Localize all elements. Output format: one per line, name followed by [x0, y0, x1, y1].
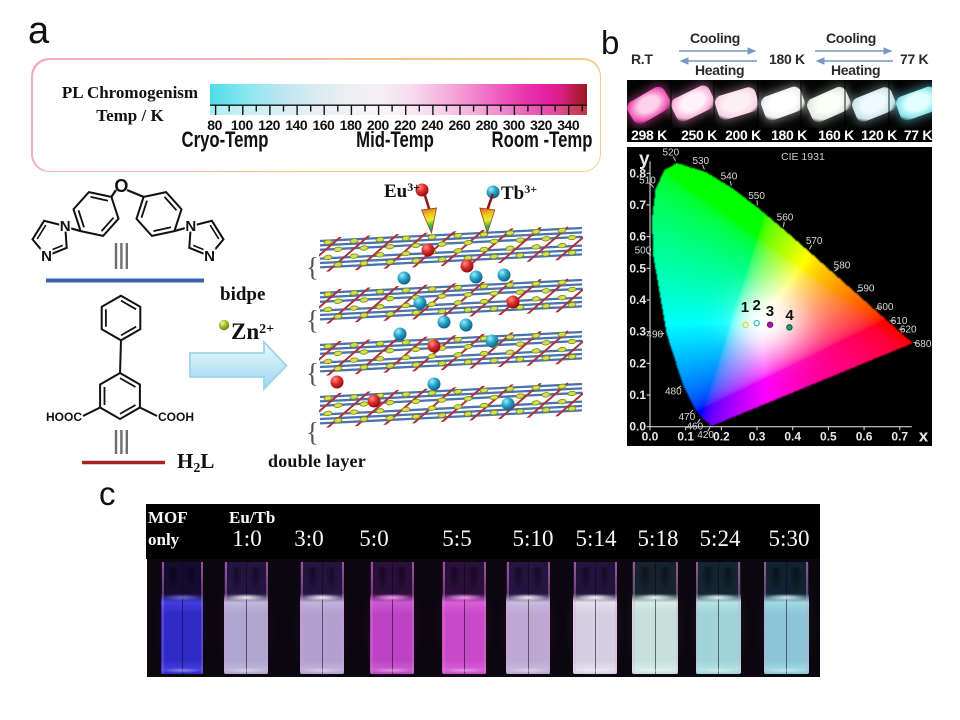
svg-text:COOH: COOH [158, 410, 194, 424]
svg-text:y: y [639, 149, 650, 170]
svg-text:0.1: 0.1 [629, 388, 646, 402]
svg-text:0.3: 0.3 [629, 325, 646, 339]
svg-text:0.6: 0.6 [629, 230, 646, 244]
svg-text:460: 460 [686, 422, 703, 433]
svg-text:N: N [204, 248, 215, 265]
svg-text:x: x [919, 427, 929, 446]
svg-text:1: 1 [741, 299, 749, 316]
svg-text:680: 680 [915, 339, 932, 350]
svg-text:570: 570 [806, 236, 823, 247]
svg-text:0.1: 0.1 [677, 430, 694, 444]
svg-text:520: 520 [662, 148, 679, 159]
svg-text:0.5: 0.5 [820, 430, 837, 444]
svg-text:540: 540 [721, 172, 738, 183]
svg-text:490: 490 [646, 329, 663, 340]
svg-text:4: 4 [785, 307, 794, 324]
svg-text:CIE 1931: CIE 1931 [781, 151, 825, 163]
svg-text:0.2: 0.2 [629, 356, 646, 370]
svg-text:0.0: 0.0 [629, 420, 646, 434]
svg-text:{: { [306, 252, 319, 282]
svg-text:O: O [114, 176, 128, 196]
svg-text:0.3: 0.3 [749, 430, 766, 444]
svg-text:480: 480 [665, 386, 682, 397]
svg-text:550: 550 [748, 191, 765, 202]
svg-text:N: N [60, 218, 71, 235]
svg-text:0.5: 0.5 [629, 261, 646, 275]
svg-text:510: 510 [639, 175, 656, 186]
svg-text:620: 620 [900, 325, 917, 336]
svg-text:0.0: 0.0 [642, 430, 659, 444]
svg-text:580: 580 [834, 261, 851, 272]
svg-text:470: 470 [678, 412, 695, 423]
svg-text:0.6: 0.6 [856, 430, 873, 444]
svg-text:3: 3 [766, 303, 774, 320]
svg-text:0.2: 0.2 [713, 430, 730, 444]
svg-text:N: N [41, 248, 52, 265]
svg-text:560: 560 [777, 213, 794, 224]
svg-text:530: 530 [692, 156, 709, 167]
svg-text:0.7: 0.7 [629, 198, 646, 212]
svg-text:{: { [306, 417, 319, 447]
svg-text:N: N [185, 218, 196, 235]
svg-text:0.8: 0.8 [629, 166, 646, 180]
svg-text:590: 590 [858, 284, 875, 295]
svg-text:2: 2 [753, 297, 761, 314]
svg-text:420: 420 [697, 430, 714, 441]
svg-text:610: 610 [891, 316, 908, 327]
svg-text:600: 600 [877, 302, 894, 313]
svg-text:{: { [306, 358, 319, 388]
svg-text:0.4: 0.4 [629, 293, 646, 307]
svg-text:500: 500 [635, 245, 652, 256]
svg-text:0.7: 0.7 [891, 430, 908, 444]
svg-text:0.4: 0.4 [784, 430, 801, 444]
svg-text:{: { [306, 305, 319, 335]
svg-text:HOOC: HOOC [46, 410, 82, 424]
